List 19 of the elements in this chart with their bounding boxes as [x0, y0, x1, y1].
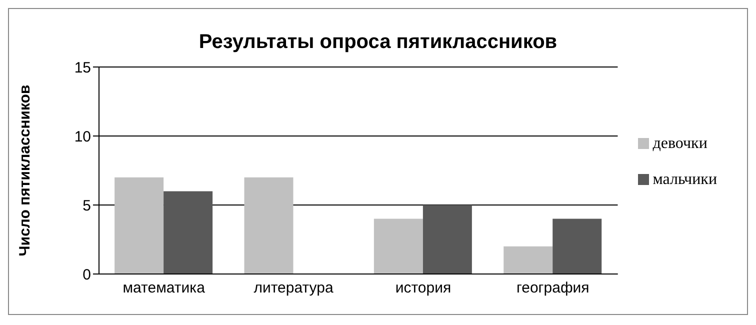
bar — [552, 218, 602, 274]
y-tick-label: 5 — [82, 197, 91, 214]
x-tick-label: математика — [122, 280, 206, 297]
legend-label: девочки — [652, 134, 708, 152]
bar — [164, 191, 213, 274]
x-tick-label: география — [516, 280, 590, 297]
bar — [244, 177, 294, 274]
legend-label: мальчики — [652, 170, 717, 188]
bar — [374, 218, 423, 274]
bar — [422, 205, 472, 274]
y-tick-label: 15 — [74, 59, 91, 76]
y-tick-label: 10 — [74, 128, 91, 146]
bar — [504, 246, 553, 274]
bar — [114, 177, 164, 274]
y-axis-title: Число пятиклассников — [16, 84, 34, 256]
x-tick-label: литература — [254, 280, 334, 297]
chart-title: Результаты опроса пятиклассников — [198, 31, 558, 54]
y-tick-label: 0 — [82, 266, 91, 284]
x-tick-label: история — [395, 280, 452, 297]
